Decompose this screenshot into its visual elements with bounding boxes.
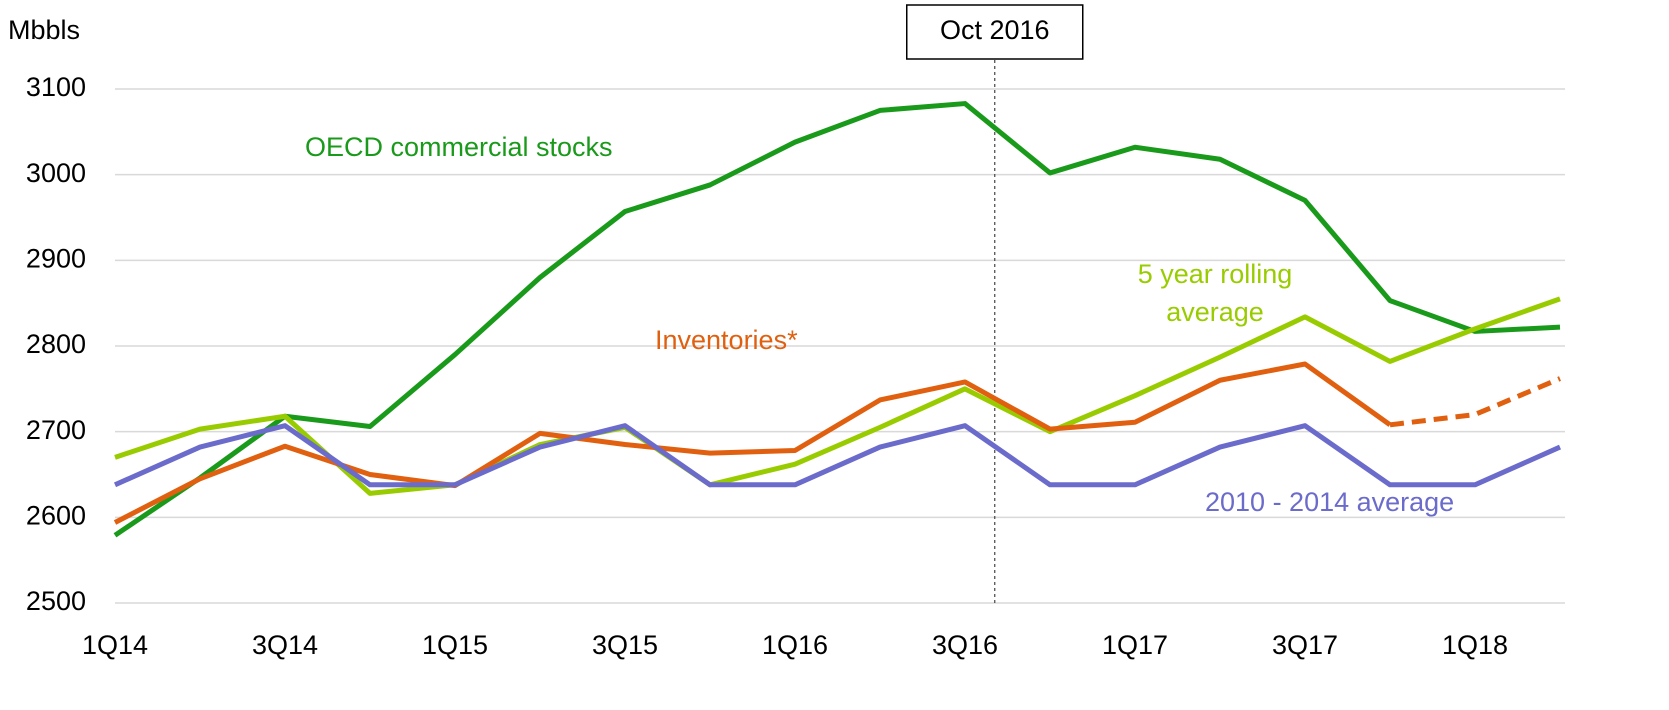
y-tick-label: 2700 [26, 415, 86, 445]
x-tick-label: 1Q18 [1442, 630, 1508, 660]
x-tick-label: 1Q16 [762, 630, 828, 660]
series-label: 2010 - 2014 average [1205, 487, 1454, 517]
y-tick-label: 2800 [26, 329, 86, 359]
x-tick-label: 1Q14 [82, 630, 148, 660]
y-tick-label: 2900 [26, 243, 86, 273]
annotation-box [906, 4, 1084, 60]
series-line [113, 361, 1392, 525]
series-label: Inventories* [655, 325, 798, 355]
x-tick-label: 3Q15 [592, 630, 658, 660]
series-line-dashed [1389, 376, 1561, 428]
y-axis-label: Mbbls [8, 15, 80, 45]
series-line [114, 296, 1561, 496]
series-label: OECD commercial stocks [305, 132, 613, 162]
annotation-label: Oct 2016 [940, 15, 1050, 45]
series-label: 5 year rolling average [1138, 259, 1293, 327]
x-tick-label: 3Q14 [252, 630, 318, 660]
x-tick-label: 3Q16 [932, 630, 998, 660]
series-line [113, 423, 1562, 488]
y-tick-label: 3100 [26, 72, 86, 102]
x-tick-label: 3Q17 [1272, 630, 1338, 660]
series-line [113, 101, 1561, 538]
y-tick-label: 2500 [26, 586, 86, 616]
x-tick-label: 1Q15 [422, 630, 488, 660]
x-tick-label: 1Q17 [1102, 630, 1168, 660]
y-tick-label: 3000 [26, 158, 86, 188]
y-tick-label: 2600 [26, 500, 86, 530]
